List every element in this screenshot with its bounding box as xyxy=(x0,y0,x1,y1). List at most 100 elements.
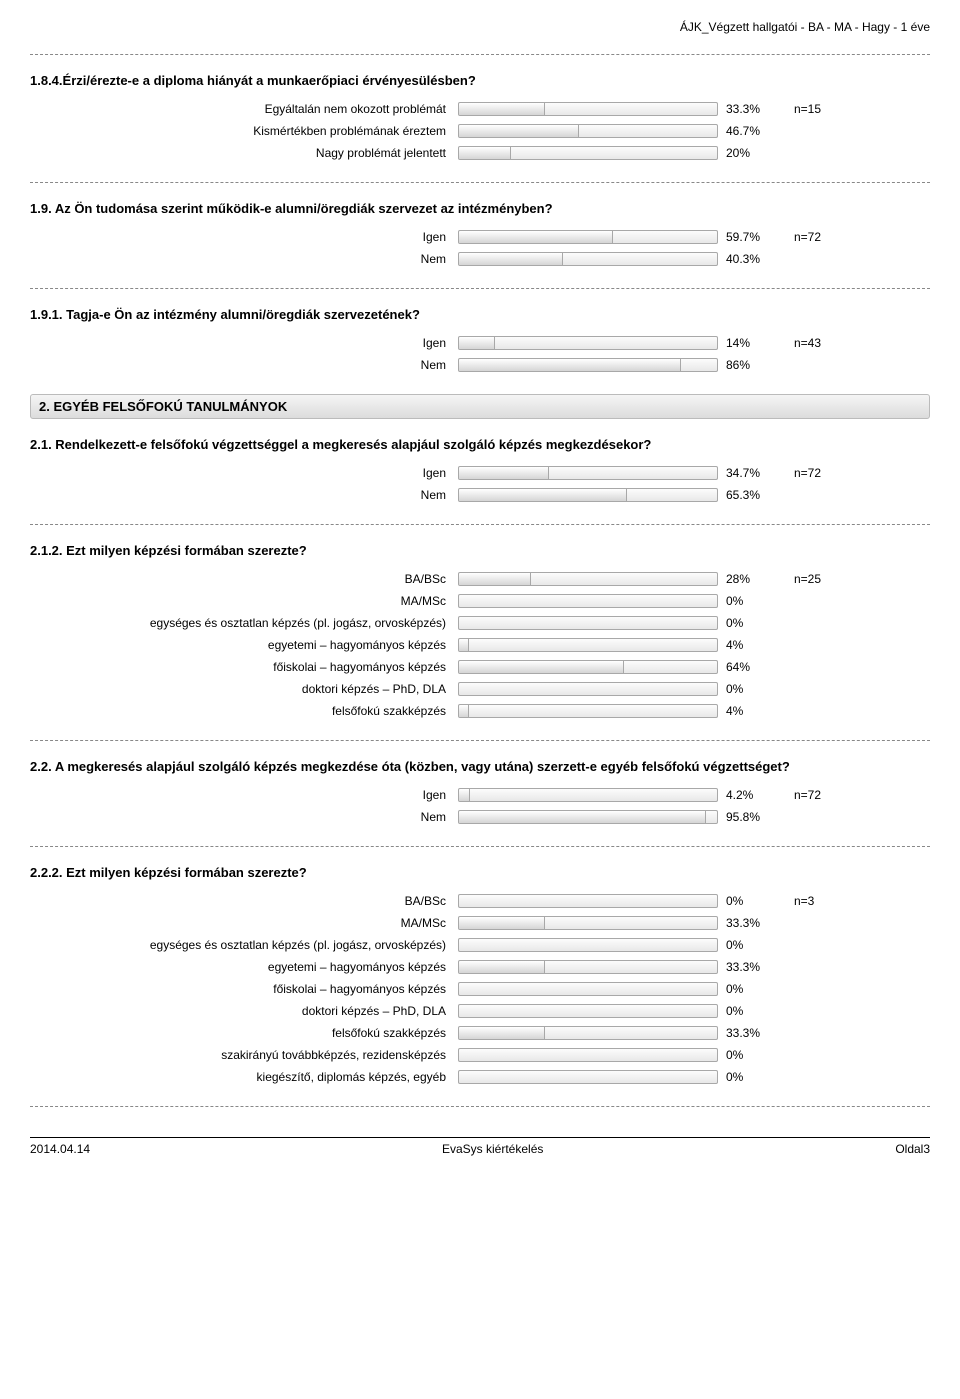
bar-label: egységes és osztatlan képzés (pl. jogász… xyxy=(30,938,450,952)
bar-label: főiskolai – hagyományos képzés xyxy=(30,982,450,996)
bar-label: egyetemi – hagyományos képzés xyxy=(30,960,450,974)
bar-percent: 0% xyxy=(726,682,786,696)
bar-track xyxy=(458,704,718,718)
bar-label: Kismértékben problémának éreztem xyxy=(30,124,450,138)
bar-label: MA/MSc xyxy=(30,916,450,930)
bar-fill xyxy=(459,147,511,159)
bar-label: BA/BSc xyxy=(30,572,450,586)
bar-percent: 34.7% xyxy=(726,466,786,480)
bar-row: doktori képzés – PhD, DLA 0% xyxy=(30,1000,930,1022)
separator xyxy=(30,288,930,289)
bar-track xyxy=(458,788,718,802)
bar-fill xyxy=(459,467,549,479)
bar-fill xyxy=(459,337,495,349)
separator xyxy=(30,54,930,55)
bar-track xyxy=(458,336,718,350)
bar-percent: 4% xyxy=(726,704,786,718)
bar-n: n=72 xyxy=(794,466,894,480)
bar-row: BA/BSc0%n=3 xyxy=(30,890,930,912)
bar-track xyxy=(458,146,718,160)
bar-label: felsőfokú szakképzés xyxy=(30,704,450,718)
content-area: 1.8.4.Érzi/érezte-e a diploma hiányát a … xyxy=(30,73,930,1107)
bar-label: Igen xyxy=(30,336,450,350)
footer-date: 2014.04.14 xyxy=(30,1142,90,1156)
bar-track xyxy=(458,1026,718,1040)
bar-row: Nem 86% xyxy=(30,354,930,376)
bar-track xyxy=(458,124,718,138)
question-block: 2.2.2. Ezt milyen képzési formában szere… xyxy=(30,865,930,1088)
question-title: 2.2.2. Ezt milyen képzési formában szere… xyxy=(30,865,930,880)
bar-row: doktori képzés – PhD, DLA 0% xyxy=(30,678,930,700)
bar-percent: 4.2% xyxy=(726,788,786,802)
bar-row: egységes és osztatlan képzés (pl. jogász… xyxy=(30,934,930,956)
bar-n: n=43 xyxy=(794,336,894,350)
bar-row: Nem40.3% xyxy=(30,248,930,270)
bar-label: Nagy problémát jelentett xyxy=(30,146,450,160)
bar-row: Igen 59.7% n=72 xyxy=(30,226,930,248)
bar-track xyxy=(458,938,718,952)
bar-label: doktori képzés – PhD, DLA xyxy=(30,682,450,696)
question-title: 2.1.2. Ezt milyen képzési formában szere… xyxy=(30,543,930,558)
bar-percent: 0% xyxy=(726,616,786,630)
bar-percent: 33.3% xyxy=(726,960,786,974)
question-title: 1.8.4.Érzi/érezte-e a diploma hiányát a … xyxy=(30,73,930,88)
bar-fill xyxy=(459,231,613,243)
bar-label: doktori képzés – PhD, DLA xyxy=(30,1004,450,1018)
bar-row: főiskolai – hagyományos képzés 0% xyxy=(30,978,930,1000)
bar-percent: 33.3% xyxy=(726,1026,786,1040)
bar-fill xyxy=(459,359,681,371)
bar-label: főiskolai – hagyományos képzés xyxy=(30,660,450,674)
bar-label: BA/BSc xyxy=(30,894,450,908)
bar-fill xyxy=(459,661,624,673)
bar-track xyxy=(458,982,718,996)
bar-percent: 33.3% xyxy=(726,102,786,116)
bar-label: Nem xyxy=(30,358,450,372)
bar-percent: 64% xyxy=(726,660,786,674)
footer-page: Oldal3 xyxy=(895,1142,930,1156)
bar-row: Nagy problémát jelentett20% xyxy=(30,142,930,164)
bar-percent: 59.7% xyxy=(726,230,786,244)
bar-fill xyxy=(459,811,706,823)
bar-n: n=3 xyxy=(794,894,894,908)
bar-fill xyxy=(459,639,469,651)
question-block: 2.1.2. Ezt milyen képzési formában szere… xyxy=(30,543,930,722)
bar-percent: 14% xyxy=(726,336,786,350)
question-block: 1.9.1. Tagja-e Ön az intézmény alumni/ör… xyxy=(30,307,930,376)
bar-track xyxy=(458,488,718,502)
question-block: 2.2. A megkeresés alapjául szolgáló képz… xyxy=(30,759,930,828)
bar-track xyxy=(458,810,718,824)
bar-track xyxy=(458,466,718,480)
bar-fill xyxy=(459,253,563,265)
bar-track xyxy=(458,1004,718,1018)
bar-label: Igen xyxy=(30,230,450,244)
bar-percent: 0% xyxy=(726,1070,786,1084)
bar-row: MA/MSc0% xyxy=(30,590,930,612)
bar-fill xyxy=(459,961,545,973)
bar-fill xyxy=(459,705,469,717)
bar-row: Kismértékben problémának éreztem46.7% xyxy=(30,120,930,142)
bar-row: Igen4.2%n=72 xyxy=(30,784,930,806)
bar-fill xyxy=(459,489,627,501)
bar-row: BA/BSc28%n=25 xyxy=(30,568,930,590)
bar-track xyxy=(458,660,718,674)
separator xyxy=(30,524,930,525)
question-block: 1.8.4.Érzi/érezte-e a diploma hiányát a … xyxy=(30,73,930,164)
bar-percent: 4% xyxy=(726,638,786,652)
bar-row: Nem95.8% xyxy=(30,806,930,828)
bar-label: Igen xyxy=(30,788,450,802)
bar-percent: 33.3% xyxy=(726,916,786,930)
bar-row: egyetemi – hagyományos képzés 4% xyxy=(30,634,930,656)
bar-percent: 28% xyxy=(726,572,786,586)
bar-label: Nem xyxy=(30,488,450,502)
bar-percent: 86% xyxy=(726,358,786,372)
bar-n: n=72 xyxy=(794,230,894,244)
page-header: ÁJK_Végzett hallgatói - BA - MA - Hagy -… xyxy=(30,20,930,34)
bar-row: egyetemi – hagyományos képzés 33.3% xyxy=(30,956,930,978)
bar-percent: 0% xyxy=(726,982,786,996)
bar-row: Egyáltalán nem okozott problémát33.3%n=1… xyxy=(30,98,930,120)
bar-fill xyxy=(459,1027,545,1039)
bar-percent: 0% xyxy=(726,594,786,608)
bar-label: egyetemi – hagyományos képzés xyxy=(30,638,450,652)
bar-percent: 0% xyxy=(726,1004,786,1018)
bar-track xyxy=(458,252,718,266)
